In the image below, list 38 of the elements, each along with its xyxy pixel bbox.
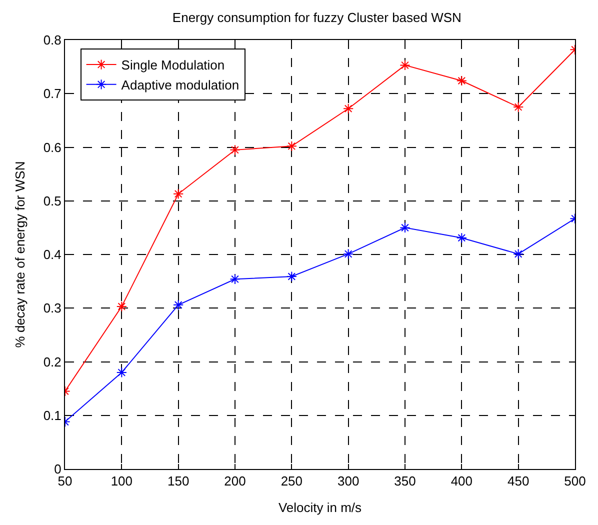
y-tick-label: 0.5 <box>43 193 62 208</box>
y-tick-label: 0.4 <box>43 247 62 262</box>
chart-title: Energy consumption for fuzzy Cluster based WSN <box>172 10 462 26</box>
x-tick-label: 400 <box>450 474 473 489</box>
point <box>400 60 410 70</box>
legend-label: Single Modulation <box>121 58 225 73</box>
point <box>173 300 184 310</box>
point <box>343 248 354 260</box>
point <box>116 367 127 378</box>
point <box>513 248 524 260</box>
y-tick-label: 0.3 <box>43 300 62 316</box>
y-tick-label: 0.8 <box>43 32 62 48</box>
x-tick-label: 150 <box>167 474 190 489</box>
x-tick-label: 500 <box>564 474 586 489</box>
point <box>400 222 410 233</box>
point <box>230 144 240 156</box>
y-tick-label: 0.2 <box>43 354 62 370</box>
point <box>513 102 524 112</box>
x-tick-label: 100 <box>110 474 133 489</box>
x-tick-label: 450 <box>507 474 530 489</box>
point <box>286 271 297 282</box>
y-tick-label: 0.1 <box>43 408 62 423</box>
point <box>230 274 240 284</box>
legend-label: Adaptive modulation <box>121 78 240 92</box>
point <box>456 75 467 86</box>
x-tick-label: 350 <box>394 474 416 489</box>
point <box>173 188 184 200</box>
y-tick-label: 0.6 <box>43 140 62 155</box>
y-axis-title: % decay rate of energy for WSN <box>12 161 28 348</box>
x-tick-label: 200 <box>224 474 246 489</box>
x-axis-title: Velocity in m/s <box>278 500 362 516</box>
point <box>286 140 297 152</box>
x-tick-label: 300 <box>337 474 360 489</box>
point <box>343 103 354 114</box>
point <box>116 301 127 312</box>
y-tick-label: 0.7 <box>43 86 62 102</box>
point <box>456 232 467 244</box>
x-tick-label: 250 <box>280 474 303 489</box>
